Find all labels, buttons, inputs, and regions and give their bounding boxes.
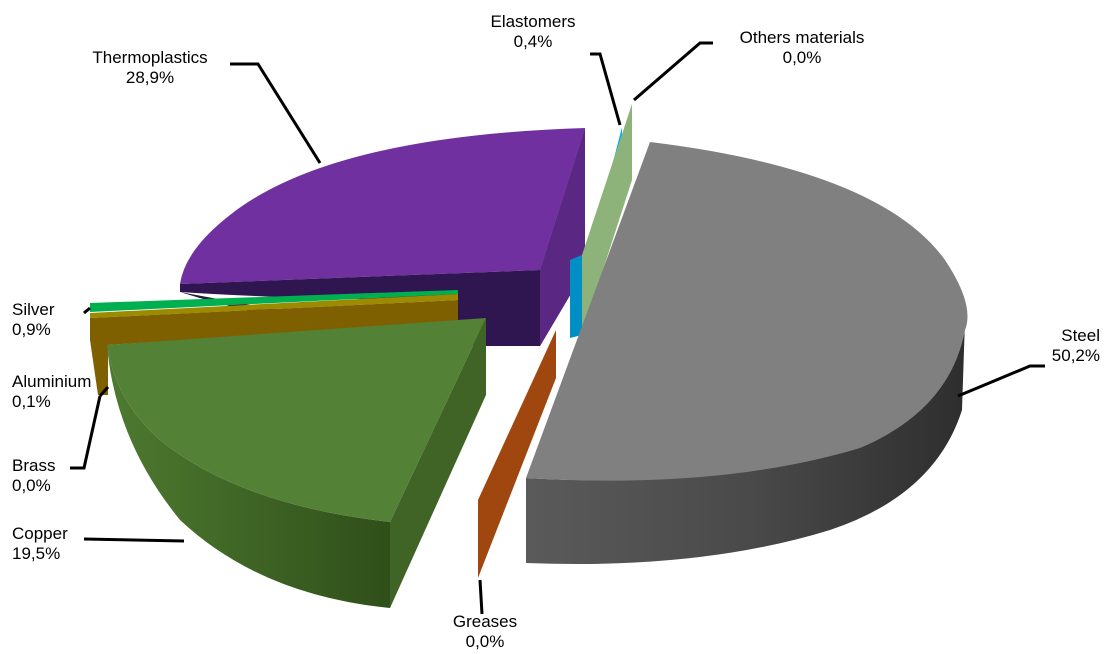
leader-copper [83, 537, 185, 543]
slice-thermoplastics-top [180, 128, 585, 284]
slice-copper-inner-face [390, 318, 486, 608]
label-aluminium-value: 0,1% [12, 392, 51, 411]
slice-steel-top [526, 142, 968, 481]
label-silver-name: Silver [12, 300, 55, 319]
label-steel-value: 50,2% [1051, 346, 1100, 365]
slice-aluminium-side [90, 300, 458, 395]
label-thermoplastics-value: 28,9% [125, 68, 175, 87]
label-brass: Brass 0,0% [12, 456, 92, 496]
slice-copper [107, 318, 486, 608]
slice-aluminium [90, 294, 458, 395]
slice-elastomers-side [570, 255, 582, 338]
slice-thermoplastics-inner-face [540, 128, 585, 346]
label-thermoplastics-name: Thermoplastics [92, 48, 208, 67]
slice-greases-face [478, 330, 556, 578]
leader-greases [478, 579, 484, 615]
label-silver: Silver 0,9% [12, 300, 92, 340]
label-silver-value: 0,9% [12, 320, 51, 339]
leader-others [633, 41, 713, 102]
label-copper: Copper 19,5% [12, 524, 92, 564]
slice-greases [478, 330, 556, 578]
slice-thermoplastics [180, 128, 585, 346]
leader-aluminium [98, 386, 110, 397]
slice-others [582, 104, 632, 335]
label-others-value: 0,0% [782, 48, 822, 67]
label-aluminium-name: Aluminium [12, 372, 92, 391]
label-elastomers: Elastomers 0,4% [478, 12, 588, 52]
label-others: Others materials 0,0% [716, 28, 888, 68]
label-steel: Steel 50,2% [1010, 326, 1100, 366]
label-elastomers-value: 0,4% [513, 32, 553, 51]
label-others-name: Others materials [739, 28, 865, 47]
slice-copper-side [107, 345, 390, 608]
slice-aluminium-top [90, 294, 458, 318]
leader-brass [70, 395, 102, 470]
label-greases: Greases 0,0% [445, 612, 525, 652]
label-brass-name: Brass [12, 456, 56, 475]
slice-silver [90, 290, 458, 312]
label-copper-value: 19,5% [12, 544, 61, 563]
label-steel-name: Steel [1061, 326, 1100, 345]
label-brass-value: 0,0% [12, 476, 51, 495]
label-aluminium: Aluminium 0,1% [12, 372, 112, 412]
slice-copper-top [107, 318, 486, 522]
leader-lines [70, 41, 1045, 615]
label-greases-value: 0,0% [465, 632, 505, 651]
leader-thermoplastics [230, 62, 322, 164]
slice-thermoplastics-dark-band [180, 270, 540, 346]
slice-silver-top [90, 290, 458, 312]
slice-others-face [582, 104, 632, 335]
leader-silver [83, 306, 91, 315]
slice-steel-side [526, 320, 965, 565]
label-copper-name: Copper [12, 524, 68, 543]
label-thermoplastics: Thermoplastics 28,9% [75, 48, 225, 88]
leader-elastomers [590, 52, 622, 126]
label-elastomers-name: Elastomers [490, 12, 576, 31]
slice-steel [526, 142, 968, 565]
label-greases-name: Greases [452, 612, 518, 631]
leader-steel [957, 364, 1045, 398]
